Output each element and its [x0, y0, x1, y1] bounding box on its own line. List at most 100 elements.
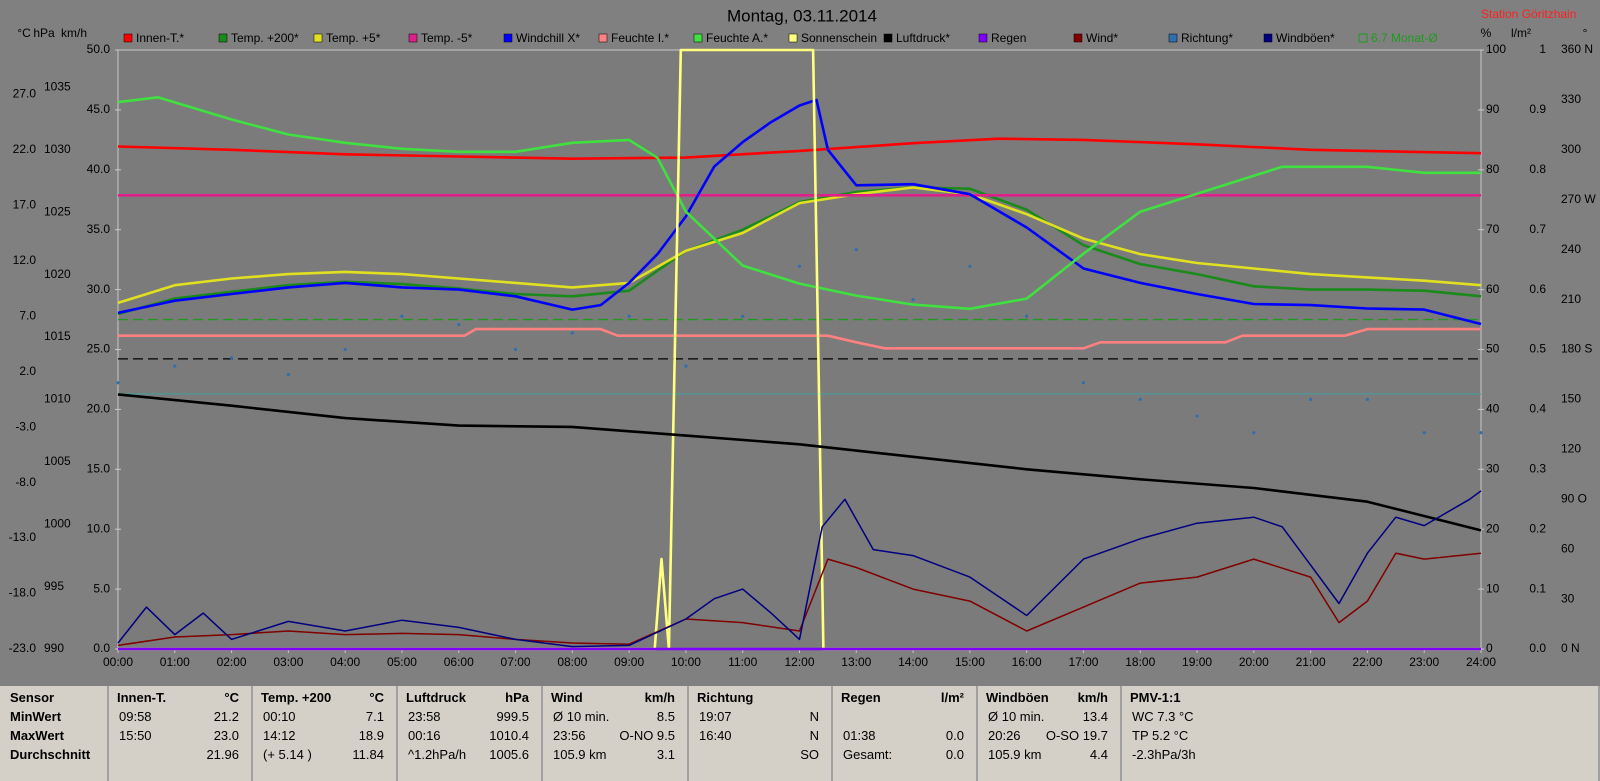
table-column: Luftdruck hPa 23:58 999.5 00:16 1010.4 ^1.2hPa…: [398, 686, 543, 781]
y-tick-label: 990: [44, 641, 64, 655]
table-header: Sensor: [10, 690, 55, 705]
y-tick-label: 12.0: [13, 253, 37, 267]
axis-unit: hPa: [33, 26, 55, 40]
table-cell: 8.5: [656, 709, 675, 724]
direction-dot: [513, 347, 518, 352]
direction-dot: [1025, 314, 1029, 318]
y-tick-label: 7.0: [19, 308, 36, 322]
chart-title: Montag, 03.11.2014: [727, 6, 877, 25]
series-line: [117, 490, 1482, 648]
direction-dot: [968, 264, 972, 268]
y-tick-label: 27.0: [13, 87, 37, 101]
table-column: Sensor MinWert MaxWert Durchschnitt: [0, 686, 109, 781]
y-tick-label: 0.0: [1529, 641, 1546, 655]
y-tick-label: 0.2: [1529, 521, 1546, 535]
legend-label: 6.7 Monat-Ø: [1371, 31, 1438, 45]
row-label: MaxWert: [10, 728, 64, 743]
y-tick-label: -18.0: [9, 586, 37, 600]
y-tick-label: 0.4: [1529, 402, 1546, 416]
legend-label: Windchill X*: [516, 31, 580, 45]
y-tick-label: 1005: [44, 454, 71, 468]
table-cell: 0.0: [945, 747, 964, 762]
table-cell: 21.96: [206, 747, 239, 762]
y-tick-label: 90 O: [1561, 491, 1587, 505]
series-line: [117, 137, 1482, 160]
y-tick-label: 20: [1486, 521, 1500, 535]
series-line: [117, 96, 1481, 311]
x-tick-label: 12:00: [784, 655, 814, 669]
series-line: [118, 327, 1481, 350]
stats-panel: Sensor MinWert MaxWert Durchschnitt Innen-T.…: [0, 686, 1600, 781]
table-header: Innen-T.: [117, 690, 167, 705]
y-tick-label: 25.0: [87, 342, 111, 356]
table-column: Temp. +200 °C 00:10 7.1 14:12 18.9 (+ 5.14 ) 11…: [253, 686, 398, 781]
y-tick-label: 1: [1539, 42, 1546, 56]
axis-unit: °: [1583, 26, 1588, 40]
table-header: Temp. +200: [261, 690, 332, 705]
table-cell: 00:16: [408, 728, 441, 743]
y-tick-label: 60: [1561, 541, 1575, 555]
y-tick-label: 10.0: [87, 521, 111, 535]
y-tick-label: 50: [1486, 342, 1500, 356]
table-cell: N: [809, 709, 819, 724]
legend-swatch: [1358, 33, 1368, 43]
x-tick-label: 08:00: [557, 655, 587, 669]
y-tick-label: 1015: [44, 329, 71, 343]
axis-unit: l/m²: [1511, 26, 1531, 40]
legend-label: Richtung*: [1181, 31, 1233, 45]
table-cell: 0.0: [945, 728, 964, 743]
y-tick-label: -8.0: [15, 475, 36, 489]
direction-dot: [1195, 414, 1199, 418]
series-line: [117, 393, 1482, 532]
table-column: Windböen km/h Ø 10 min. 13.4 20:26 O-SO 19.7 1…: [978, 686, 1122, 781]
y-tick-label: 45.0: [87, 102, 111, 116]
y-tick-label: 0.5: [1529, 342, 1546, 356]
direction-dot: [911, 297, 915, 302]
y-tick-label: 60: [1486, 282, 1500, 296]
y-tick-label: 70: [1486, 222, 1500, 236]
legend-swatch: [788, 33, 798, 43]
legend-label: Temp. +5*: [326, 31, 381, 45]
y-tick-label: 210: [1561, 292, 1581, 306]
table-cell: TP 5.2 °C: [1132, 728, 1189, 743]
row-label: Durchschnitt: [10, 747, 91, 762]
legend-label: Regen: [991, 31, 1026, 45]
direction-dot: [1138, 397, 1142, 402]
y-tick-label: 50.0: [87, 42, 111, 56]
legend-label: Sonnenschein: [801, 31, 877, 45]
y-tick-label: 0 N: [1561, 641, 1580, 655]
y-tick-label: 270 W: [1561, 192, 1596, 206]
table-column: Wind km/h Ø 10 min. 8.5 23:56 O-NO 9.5 105.9 k…: [543, 686, 689, 781]
x-tick-label: 04:00: [330, 655, 360, 669]
table-cell: 21.2: [213, 709, 239, 724]
y-tick-label: -23.0: [9, 641, 37, 655]
legend-swatch: [218, 33, 228, 43]
y-tick-label: 30: [1561, 591, 1575, 605]
direction-dot: [684, 364, 688, 368]
x-tick-label: 07:00: [501, 655, 531, 669]
legend-swatch: [1073, 33, 1083, 43]
x-tick-label: 22:00: [1352, 655, 1382, 669]
axis-unit: °C: [17, 26, 31, 40]
direction-dot: [400, 314, 404, 318]
table-header: Wind: [551, 690, 583, 705]
legend-swatch: [408, 33, 418, 43]
y-tick-label: 0.9: [1529, 102, 1546, 116]
x-tick-label: 20:00: [1239, 655, 1269, 669]
table-unit: l/m²: [940, 690, 964, 705]
axis-unit: %: [1481, 26, 1492, 40]
direction-dot: [854, 248, 858, 252]
x-tick-label: 03:00: [273, 655, 303, 669]
y-tick-label: 0.0: [93, 641, 110, 655]
y-tick-label: 150: [1561, 392, 1581, 406]
legend-swatch: [693, 33, 703, 43]
direction-dot: [1081, 381, 1086, 385]
table-cell: Ø 10 min.: [553, 709, 610, 724]
table-cell: 105.9 km: [988, 747, 1042, 762]
y-tick-label: 1010: [44, 392, 71, 406]
y-tick-label: 995: [44, 579, 64, 593]
table-cell: 1005.6: [489, 747, 529, 762]
y-tick-label: 2.0: [19, 364, 36, 378]
table-cell: 23:56: [553, 728, 586, 743]
y-tick-label: 120: [1561, 442, 1581, 456]
